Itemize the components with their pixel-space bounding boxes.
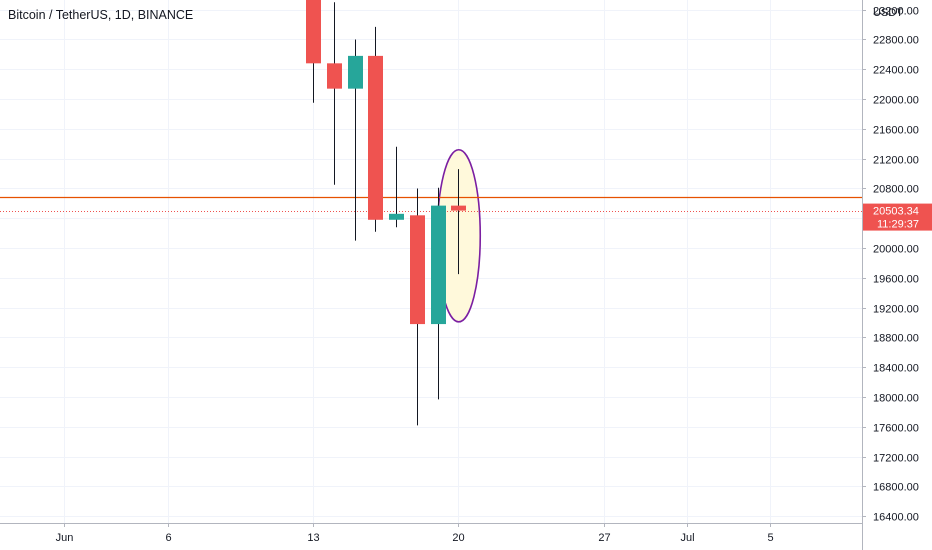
- time-axis-background: [0, 524, 862, 550]
- price-axis-background: [862, 0, 932, 550]
- y-tick-label: 23200.00: [873, 6, 919, 18]
- candles: [306, 0, 466, 426]
- price-tag-countdown: 11:29:37: [877, 219, 919, 231]
- candle: [451, 169, 466, 275]
- x-tick-label: 5: [767, 532, 773, 544]
- candle-body-down: [451, 205, 466, 211]
- candle-body-down: [306, 0, 321, 64]
- y-tick-label: 20800.00: [873, 184, 919, 196]
- candle-body-up: [389, 213, 404, 220]
- price-tag-background: [863, 203, 932, 231]
- x-tick-label: 13: [307, 532, 319, 544]
- y-tick-label: 19200.00: [873, 304, 919, 316]
- y-tick-label: 21600.00: [873, 125, 919, 137]
- y-tick-label: 20000.00: [873, 244, 919, 256]
- y-tick-label: 18000.00: [873, 393, 919, 405]
- y-tick-label: 22000.00: [873, 95, 919, 107]
- candle: [410, 188, 425, 426]
- candle: [327, 2, 342, 185]
- y-tick-label: 17600.00: [873, 423, 919, 435]
- currency-label: USDT: [873, 7, 903, 19]
- y-tick-label: 21200.00: [873, 155, 919, 167]
- candle-body-down: [327, 63, 342, 89]
- candle: [431, 187, 446, 400]
- y-tick-label: 22800.00: [873, 35, 919, 47]
- time-axis[interactable]: Jun 6 13 20 27 Jul 5: [56, 523, 774, 544]
- x-tick-label: 20: [452, 532, 464, 544]
- y-tick-label: 17200.00: [873, 453, 919, 465]
- candle-body-down: [368, 55, 383, 220]
- price-tag-value: 20503.34: [873, 206, 919, 218]
- horizontal-line-layer: [0, 196, 862, 212]
- y-tick-label: 22400.00: [873, 65, 919, 77]
- x-tick-label: Jul: [680, 532, 694, 544]
- candle: [306, 0, 321, 103]
- candle-body-up: [431, 205, 446, 325]
- y-tick-label: 19600.00: [873, 274, 919, 286]
- x-tick-label: 27: [598, 532, 610, 544]
- candle-body-down: [410, 215, 425, 325]
- current-price-tag: 20503.34 11:29:37: [863, 203, 932, 231]
- y-tick-label: 16800.00: [873, 482, 919, 494]
- candle-body-up: [348, 55, 363, 89]
- candle: [368, 26, 383, 232]
- chart-title: Bitcoin / TetherUS, 1D, BINANCE: [8, 8, 193, 22]
- y-tick-label: 18800.00: [873, 333, 919, 345]
- candle: [389, 146, 404, 228]
- x-tick-label: 6: [165, 532, 171, 544]
- y-tick-label: 16400.00: [873, 512, 919, 524]
- grid-lines: [0, 10, 862, 517]
- x-tick-label: Jun: [56, 532, 74, 544]
- candle: [348, 39, 363, 241]
- y-tick-label: 18400.00: [873, 363, 919, 375]
